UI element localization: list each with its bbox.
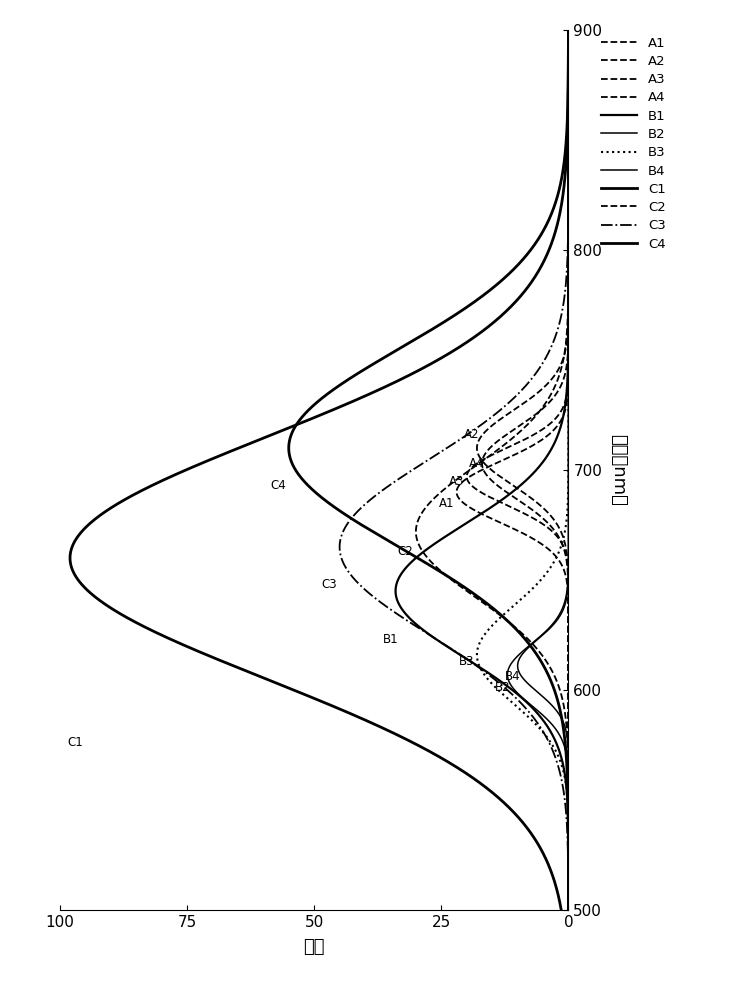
Text: A1: A1 [438,497,454,510]
Text: B1: B1 [383,633,398,646]
Legend: A1, A2, A3, A4, B1, B2, B3, B4, C1, C2, C3, C4: A1, A2, A3, A4, B1, B2, B3, B4, C1, C2, … [601,37,666,251]
Text: A4: A4 [469,457,485,470]
Text: A2: A2 [464,428,479,441]
Text: C2: C2 [398,545,414,558]
Text: A3: A3 [449,475,465,488]
Text: B3: B3 [459,655,474,668]
Y-axis label: 波长（nm）: 波长（nm） [610,434,628,506]
Text: B4: B4 [505,670,521,683]
X-axis label: 强度: 强度 [304,938,325,956]
Text: C3: C3 [322,578,337,591]
Text: B2: B2 [494,681,510,694]
Text: C4: C4 [271,479,286,492]
Text: C1: C1 [67,736,83,749]
